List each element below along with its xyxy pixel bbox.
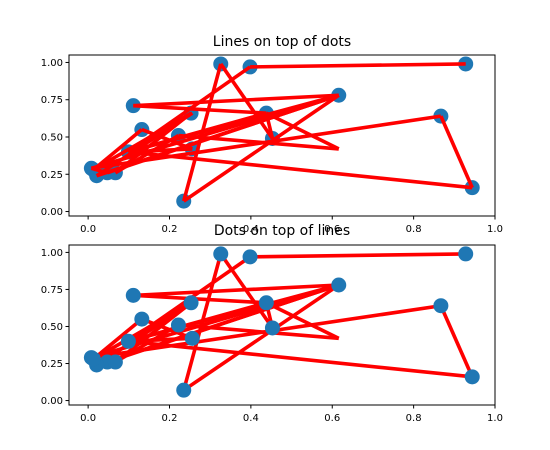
data-point: [433, 298, 449, 314]
plot-frame: [68, 54, 496, 217]
plot-frame: [68, 244, 496, 406]
data-point: [184, 330, 200, 346]
data-point: [331, 277, 347, 293]
data-point: [120, 333, 136, 349]
data-point: [176, 382, 192, 398]
line-segment: [128, 336, 193, 344]
line-segment: [141, 317, 193, 341]
line-segment: [178, 133, 339, 151]
line-segment: [265, 301, 340, 340]
line-segment: [128, 150, 473, 190]
x-tick-label: 0.6: [324, 413, 340, 424]
line-segment: [114, 301, 193, 364]
line-segment: [92, 128, 143, 172]
x-tick-label: 0.0: [80, 224, 96, 235]
series-markers: [83, 246, 480, 398]
data-point: [125, 287, 141, 303]
data-point: [242, 249, 258, 265]
line-segment: [250, 62, 466, 69]
line-segment: [128, 147, 193, 154]
line-segment: [90, 93, 340, 171]
data-point: [170, 317, 186, 333]
y-tick-label: 0.00: [41, 396, 63, 407]
data-point: [264, 320, 280, 336]
chart-bottom-dots-on-lines: Dots on top of lines 0.0 0.2 0.4 0.6 0.8 1.0 0.…: [41, 223, 503, 424]
data-point: [107, 354, 123, 370]
line-segment: [133, 93, 339, 108]
y-tick-label: 0.25: [41, 359, 63, 370]
line-segment: [219, 62, 274, 140]
chart-top-lines-on-dots: Lines on top of dots 0.0 0.2 0.4 0.6 0.8 1.0 0.…: [41, 34, 503, 235]
line-segment: [133, 283, 339, 298]
line-segment: [114, 111, 193, 175]
data-point: [258, 295, 274, 311]
y-tick-label: 1.00: [41, 248, 63, 259]
line-segment: [182, 93, 340, 203]
data-point: [458, 246, 474, 262]
y-tick-label: 0.75: [41, 285, 63, 296]
chart-title: Lines on top of dots: [213, 34, 351, 50]
y-tick-label: 0.75: [41, 95, 63, 106]
x-tick-label: 1.0: [487, 413, 503, 424]
line-segment: [178, 323, 339, 341]
y-tick-label: 0.50: [41, 322, 63, 333]
y-tick-label: 0.25: [41, 170, 63, 181]
x-tick-label: 0.6: [324, 224, 340, 235]
y-tick-label: 0.00: [41, 207, 63, 218]
line-segment: [127, 65, 252, 154]
line-segment: [182, 283, 340, 392]
line-segment: [250, 252, 466, 259]
chart-title: Dots on top of lines: [214, 223, 350, 239]
data-point: [85, 351, 101, 367]
line-segment: [219, 252, 274, 329]
x-tick-label: 0.2: [162, 224, 178, 235]
data-point: [464, 369, 480, 385]
data-point: [134, 311, 150, 327]
line-segment: [439, 115, 474, 189]
line-segment: [133, 103, 267, 115]
x-tick-label: 1.0: [487, 224, 503, 235]
line-segment: [92, 317, 143, 361]
x-tick-label: 0.0: [80, 413, 96, 424]
line-segment: [439, 305, 474, 378]
line-segment: [133, 293, 267, 305]
x-tick-label: 0.2: [162, 413, 178, 424]
x-tick-label: 0.8: [406, 413, 422, 424]
line-segment: [265, 111, 340, 151]
y-tick-label: 1.00: [41, 58, 63, 69]
x-tick-label: 0.4: [243, 224, 259, 235]
line-segment: [141, 127, 193, 151]
data-point: [183, 295, 199, 311]
series-line: [90, 62, 474, 203]
y-tick-label: 0.50: [41, 132, 63, 143]
x-tick-label: 0.8: [406, 224, 422, 235]
x-tick-label: 0.4: [243, 413, 259, 424]
line-segment: [128, 339, 473, 379]
data-point: [213, 246, 229, 262]
